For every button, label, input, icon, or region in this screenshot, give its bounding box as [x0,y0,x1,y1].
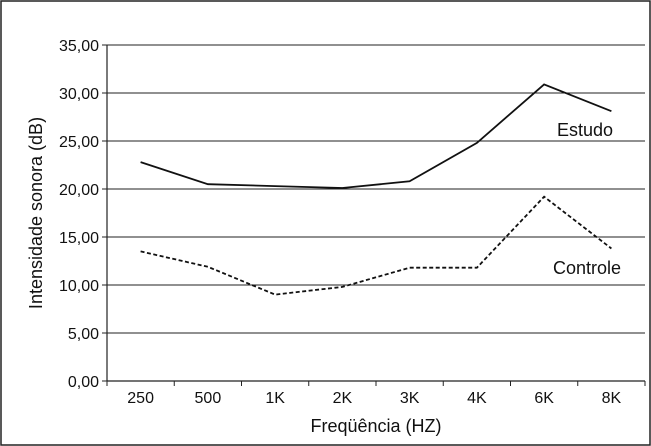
x-tick-label: 1K [265,390,285,407]
axes [102,44,646,386]
series-lines [140,83,612,296]
y-axis-title: Intensidade sonora (dB) [26,117,46,309]
y-tick-label: 10,00 [59,278,99,295]
x-tick-label: 250 [127,390,154,407]
gridlines [107,44,645,334]
series-line-estudo [140,83,612,189]
y-tick-labels: 0,00 5,00 10,00 15,00 20,00 25,00 30,00 35,00 [59,38,99,391]
x-tick-label: 500 [195,390,222,407]
y-tick-label: 15,00 [59,230,99,247]
y-tick-label: 0,00 [68,374,99,391]
y-tick-label: 35,00 [59,38,99,55]
x-tick-label: 3K [400,390,420,407]
series-label-controle: Controle [553,258,621,278]
series-line-controle [140,195,612,296]
series-label-estudo: Estudo [557,120,613,140]
x-tick-label: 8K [602,390,622,407]
x-tick-label: 2K [333,390,353,407]
y-tick-label: 20,00 [59,182,99,199]
y-tick-label: 5,00 [68,326,99,343]
x-tick-label: 4K [467,390,487,407]
x-tick-labels: 250 500 1K 2K 3K 4K 6K 8K [127,390,621,407]
x-axis-title: Freqüência (HZ) [310,416,441,436]
x-tick-label: 6K [534,390,554,407]
series-labels: Estudo Controle [553,120,621,278]
y-tick-label: 30,00 [59,86,99,103]
y-tick-label: 25,00 [59,134,99,151]
